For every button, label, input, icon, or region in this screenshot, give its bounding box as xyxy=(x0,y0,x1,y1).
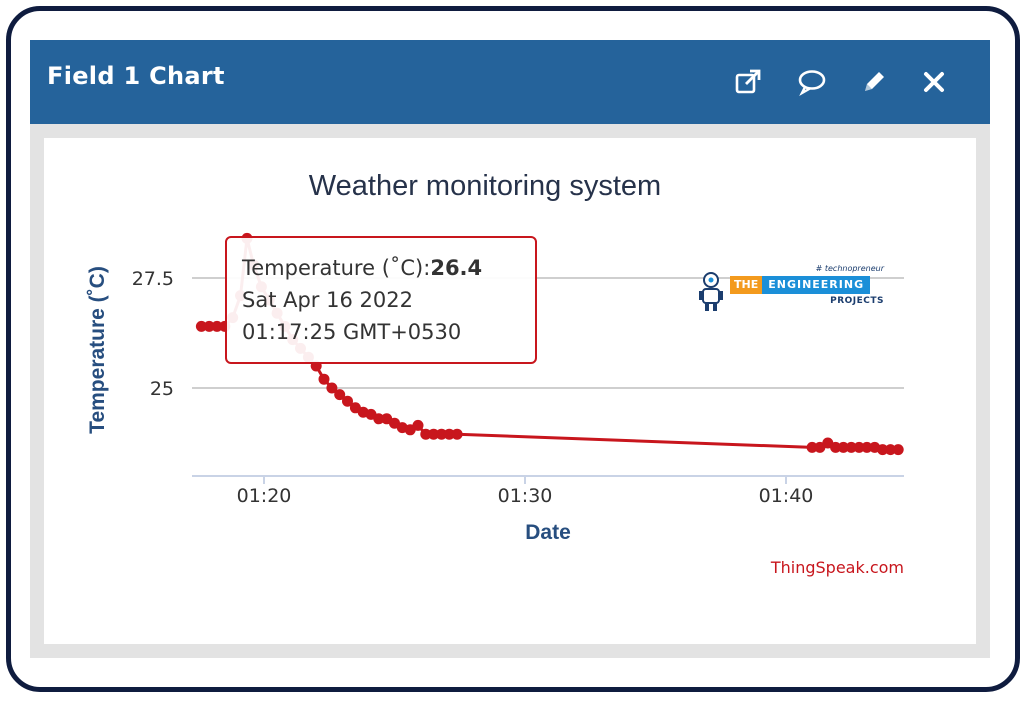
data-point xyxy=(326,382,338,394)
y-tick-label: 25 xyxy=(150,378,174,400)
tooltip-time: 01:17:25 GMT+0530 xyxy=(242,320,461,344)
data-point xyxy=(195,320,207,332)
data-point xyxy=(203,320,215,332)
data-point xyxy=(334,389,346,401)
close-button[interactable] xyxy=(916,64,952,100)
y-axis-ticks: 25 27.5 xyxy=(132,268,174,400)
data-point xyxy=(892,444,904,456)
data-point xyxy=(837,441,849,453)
data-point xyxy=(428,428,440,440)
data-point xyxy=(412,419,424,431)
chart-card xyxy=(44,138,976,644)
chart-title: Weather monitoring system xyxy=(309,170,661,202)
widget-title: Field 1 Chart xyxy=(47,62,225,90)
comment-icon xyxy=(798,70,826,96)
data-point xyxy=(373,413,385,425)
svg-text:Temperature (˚C):26.4: Temperature (˚C):26.4 xyxy=(241,256,482,280)
open-external-icon xyxy=(735,69,761,94)
brand-projects: PROJECTS xyxy=(830,296,884,306)
x-tick-label: 01:30 xyxy=(498,485,553,507)
data-point xyxy=(211,320,223,332)
data-point xyxy=(420,428,432,440)
data-point xyxy=(342,395,353,407)
close-icon xyxy=(924,72,944,92)
open-external-button[interactable] xyxy=(730,64,766,100)
widget-header: Field 1 Chart xyxy=(30,40,990,124)
data-point xyxy=(436,428,447,440)
data-point xyxy=(845,441,857,453)
data-point xyxy=(853,441,865,453)
x-axis-label: Date xyxy=(525,521,571,544)
data-point xyxy=(443,428,455,440)
x-axis-ticks: 01:20 01:30 01:40 xyxy=(237,476,814,507)
brand-engineering: ENGINEERING xyxy=(762,276,871,294)
data-point xyxy=(318,373,330,385)
y-tick-label: 27.5 xyxy=(132,268,174,290)
robot-logo-icon xyxy=(699,272,723,311)
thingspeak-credit[interactable]: ThingSpeak.com xyxy=(770,558,904,577)
y-axis-label: Temperature (˚C) xyxy=(86,266,109,434)
brand-watermark: # technopreneur THE ENGINEERING PROJECTS xyxy=(696,264,886,314)
field-chart-widget: Field 1 Chart xyxy=(30,40,990,658)
tooltip-label: Temperature (˚C): xyxy=(241,256,430,280)
data-point xyxy=(861,441,873,453)
tooltip: Temperature (˚C):26.4 Sat Apr 16 2022 01… xyxy=(225,236,537,364)
data-point xyxy=(884,444,896,456)
comment-button[interactable] xyxy=(794,64,830,100)
tooltip-value: 26.4 xyxy=(430,256,482,280)
data-point xyxy=(451,428,463,440)
x-tick-label: 01:20 xyxy=(237,485,292,507)
pencil-icon xyxy=(865,72,884,91)
data-point xyxy=(877,444,889,456)
brand-tag: # technopreneur xyxy=(815,264,884,273)
brand-the: THE xyxy=(730,276,763,294)
edit-button[interactable] xyxy=(856,64,892,100)
data-point xyxy=(830,441,842,453)
x-tick-label: 01:40 xyxy=(759,485,814,507)
tooltip-date: Sat Apr 16 2022 xyxy=(242,288,413,312)
data-point xyxy=(806,441,818,453)
